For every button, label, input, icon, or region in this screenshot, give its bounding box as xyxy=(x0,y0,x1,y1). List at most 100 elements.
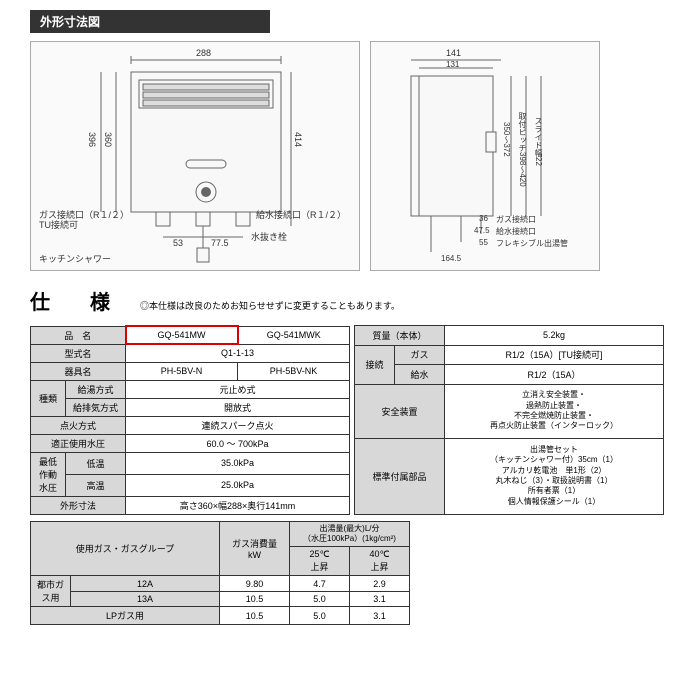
cell-value: Q1-1-13 xyxy=(126,344,350,362)
cell-value: 9.80 xyxy=(220,576,290,592)
spec-tables-row: 品 名 GQ-541MW GQ-541MWK 型式名 Q1-1-13 器具名 P… xyxy=(30,325,670,515)
cell-value: 高さ360×幅288×奥行141mm xyxy=(126,496,350,514)
spec-table-left: 品 名 GQ-541MW GQ-541MWK 型式名 Q1-1-13 器具名 P… xyxy=(30,325,350,515)
cell-label: 品 名 xyxy=(31,326,126,344)
gas-table: 使用ガス・ガスグループ ガス消費量 kW 出湯量(最大)L/分 （水圧100kP… xyxy=(30,521,410,626)
dim-141: 141 xyxy=(446,48,461,58)
label-gas-side: ガス接続口 xyxy=(496,214,536,225)
cell-label: 型式名 xyxy=(31,344,126,362)
table-row: 都市ガス用 12A 9.80 4.7 2.9 xyxy=(31,576,410,592)
dim-360: 360 xyxy=(103,132,113,147)
label-water-side: 給水接続口 xyxy=(496,226,536,237)
dim-396: 396 xyxy=(87,132,97,147)
cell-value: 出湯管セット （キッチンシャワー付）35cm（1） アルカリ乾電池 単1形（2）… xyxy=(445,438,664,514)
dim-1645: 164.5 xyxy=(441,254,461,263)
cell-value: 60.0 〜 700kPa xyxy=(126,434,350,452)
cell-value: 10.5 xyxy=(220,591,290,607)
cell-label: 出湯量(最大)L/分 （水圧100kPa）(1kg/cm²) xyxy=(290,521,410,547)
cell-value: 10.5 xyxy=(220,607,290,625)
cell-label: 適正使用水圧 xyxy=(31,434,126,452)
cell-value: 5.2kg xyxy=(445,326,664,346)
label-drain: 水抜き栓 xyxy=(251,230,287,243)
spec-note: ◎本仕様は改良のためお知らせせずに変更することもあります。 xyxy=(140,299,400,312)
cell-value: 5.0 xyxy=(290,607,350,625)
cell-label: ガス消費量 kW xyxy=(220,521,290,576)
cell-label: ガス xyxy=(395,345,445,365)
dim-55: 55 xyxy=(479,238,488,247)
dim-131: 131 xyxy=(446,60,459,69)
dim-slide: スライド幅22 xyxy=(533,117,544,166)
cell-value: 13A xyxy=(71,591,220,607)
diagram-front: 288 396 360 414 ガス接続口（R１/２） TU接続可 給水接続口（… xyxy=(30,41,360,271)
dim-350: 350〜372 xyxy=(501,122,512,157)
spec-heading: 仕 様 ◎本仕様は改良のためお知らせせずに変更することもあります。 xyxy=(30,286,670,315)
cell-label: 点火方式 xyxy=(31,416,126,434)
cell-value: PH-5BV-NK xyxy=(238,362,350,380)
cell-value: R1/2（15A）[TU接続可] xyxy=(445,345,664,365)
cell-label: 高温 xyxy=(66,474,126,496)
table-row: LPガス用 10.5 5.0 3.1 xyxy=(31,607,410,625)
diagram-side: 141 131 350〜372 取付ピッチ398〜420 スライド幅22 ガス接… xyxy=(370,41,600,271)
cell-label: 給水 xyxy=(395,365,445,385)
cell-label: 給排気方式 xyxy=(66,398,126,416)
table-row: 器具名 PH-5BV-N PH-5BV-NK xyxy=(31,362,350,380)
table-row: 外形寸法 高さ360×幅288×奥行141mm xyxy=(31,496,350,514)
label-shower: キッチンシャワー xyxy=(39,252,111,265)
cell-label: 都市ガス用 xyxy=(31,576,71,607)
table-row: 質量（本体） 5.2kg xyxy=(355,326,664,346)
cell-value: 立消え安全装置・ 過熱防止装置・ 不完全燃焼防止装置・ 再点火防止装置（インター… xyxy=(445,384,664,438)
dim-53: 53 xyxy=(173,238,183,248)
diagrams-container: 288 396 360 414 ガス接続口（R１/２） TU接続可 給水接続口（… xyxy=(30,41,670,271)
cell-value: GQ-541MWK xyxy=(238,326,350,344)
table-row: 型式名 Q1-1-13 xyxy=(31,344,350,362)
cell-value: PH-5BV-N xyxy=(126,362,238,380)
spec-table-right: 質量（本体） 5.2kg 接続 ガス R1/2（15A）[TU接続可] 給水 R… xyxy=(354,325,664,515)
cell-value: R1/2（15A） xyxy=(445,365,664,385)
table-row: 接続 ガス R1/2（15A）[TU接続可] xyxy=(355,345,664,365)
cell-label: 最低作動水圧 xyxy=(31,452,66,496)
cell-label: 40℃ 上昇 xyxy=(350,547,410,576)
dim-475: 47.5 xyxy=(474,226,490,235)
table-row: 適正使用水圧 60.0 〜 700kPa xyxy=(31,434,350,452)
table-row: 標準付属部品 出湯管セット （キッチンシャワー付）35cm（1） アルカリ乾電池… xyxy=(355,438,664,514)
cell-value: 開放式 xyxy=(126,398,350,416)
table-row: 高温 25.0kPa xyxy=(31,474,350,496)
cell-value: 連続スパーク点火 xyxy=(126,416,350,434)
label-water-port: 給水接続口（R１/２） xyxy=(256,208,346,221)
cell-value: 2.9 xyxy=(350,576,410,592)
dim-pitch: 取付ピッチ398〜420 xyxy=(517,112,528,187)
cell-label: 給湯方式 xyxy=(66,380,126,398)
table-row: 品 名 GQ-541MW GQ-541MWK xyxy=(31,326,350,344)
table-row: 点火方式 連続スパーク点火 xyxy=(31,416,350,434)
cell-value: 35.0kPa xyxy=(126,452,350,474)
cell-value: 3.1 xyxy=(350,607,410,625)
label-flex: フレキシブル出湯管 xyxy=(496,238,568,249)
cell-label: LPガス用 xyxy=(31,607,220,625)
label-tu-port: TU接続可 xyxy=(39,218,78,231)
table-row: 種類 給湯方式 元止め式 xyxy=(31,380,350,398)
cell-value-highlight: GQ-541MW xyxy=(126,326,238,344)
cell-label: 外形寸法 xyxy=(31,496,126,514)
cell-label: 質量（本体） xyxy=(355,326,445,346)
cell-value: 12A xyxy=(71,576,220,592)
cell-label: 標準付属部品 xyxy=(355,438,445,514)
cell-label: 種類 xyxy=(31,380,66,416)
dim-36: 36 xyxy=(479,214,488,223)
spec-title: 仕 様 xyxy=(30,286,120,315)
cell-label: 安全装置 xyxy=(355,384,445,438)
cell-value: 5.0 xyxy=(290,591,350,607)
table-row: 安全装置 立消え安全装置・ 過熱防止装置・ 不完全燃焼防止装置・ 再点火防止装置… xyxy=(355,384,664,438)
cell-label: 25℃ 上昇 xyxy=(290,547,350,576)
cell-label: 器具名 xyxy=(31,362,126,380)
table-row: 13A 10.5 5.0 3.1 xyxy=(31,591,410,607)
cell-label: 接続 xyxy=(355,345,395,384)
cell-value: 25.0kPa xyxy=(126,474,350,496)
cell-label: 使用ガス・ガスグループ xyxy=(31,521,220,576)
table-row: 最低作動水圧 低温 35.0kPa xyxy=(31,452,350,474)
cell-value: 4.7 xyxy=(290,576,350,592)
dim-775: 77.5 xyxy=(211,238,229,248)
table-row: 使用ガス・ガスグループ ガス消費量 kW 出湯量(最大)L/分 （水圧100kP… xyxy=(31,521,410,547)
cell-value: 3.1 xyxy=(350,591,410,607)
table-row: 給排気方式 開放式 xyxy=(31,398,350,416)
cell-label: 低温 xyxy=(66,452,126,474)
